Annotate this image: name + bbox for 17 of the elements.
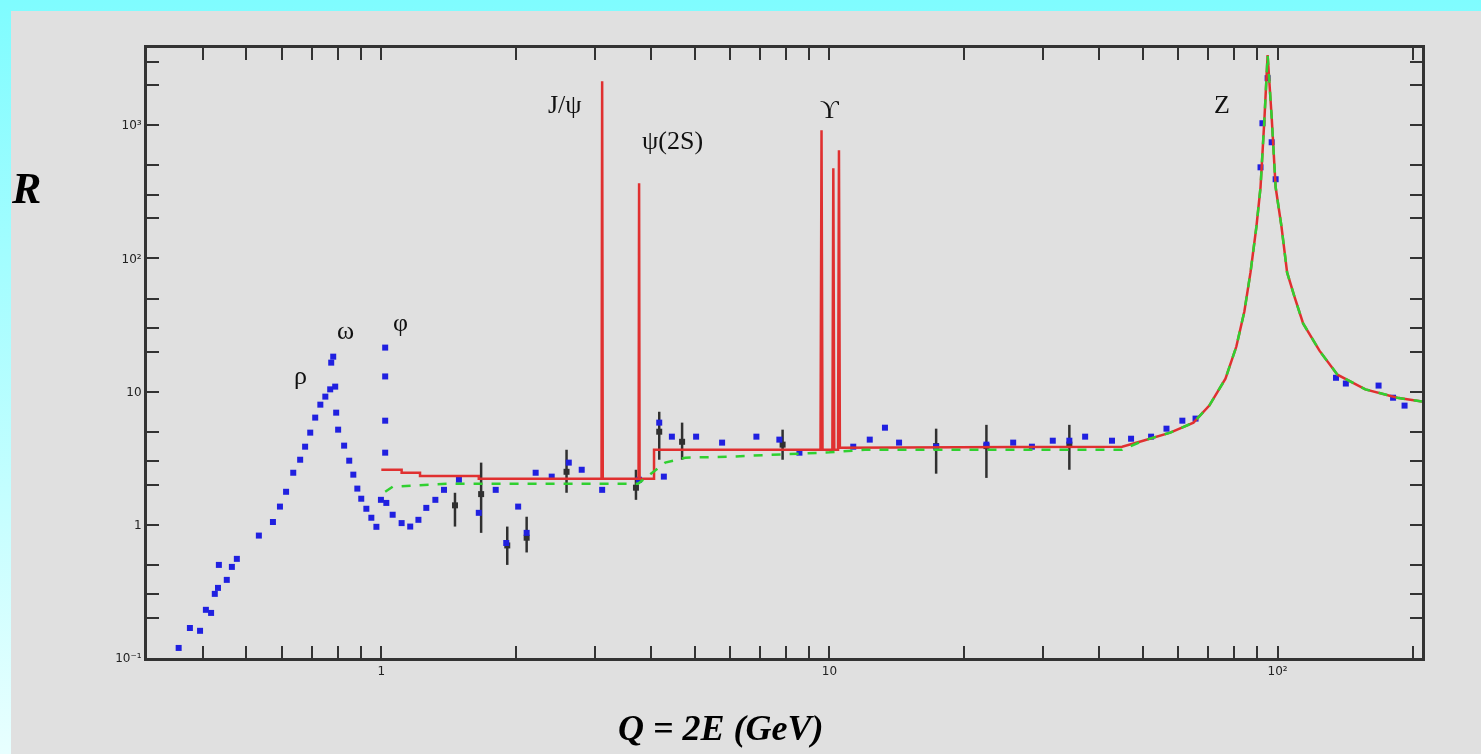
y-tick-label: 1 [133,518,142,533]
x-axis-title: Q = 2E (GeV) [618,708,824,748]
x-tick-label: 10 [821,664,838,679]
y-axis-title: R [11,164,42,213]
y-tick-label: 10³ [121,118,142,133]
annotation: ω [337,316,355,345]
annotation: J/ψ [548,90,582,119]
y-tick-label: 10² [121,251,142,266]
y-tick-label: 10⁻¹ [115,651,142,666]
annotation: ϒ [820,95,840,124]
annotation: ψ(2S) [642,126,704,155]
y-tick-label: 10 [126,384,142,399]
annotation: Z [1214,90,1230,119]
x-tick-label: 10² [1267,664,1288,679]
annotation: ρ [294,361,307,390]
x-tick-label: 1 [377,664,386,679]
annotation: φ [393,308,409,337]
